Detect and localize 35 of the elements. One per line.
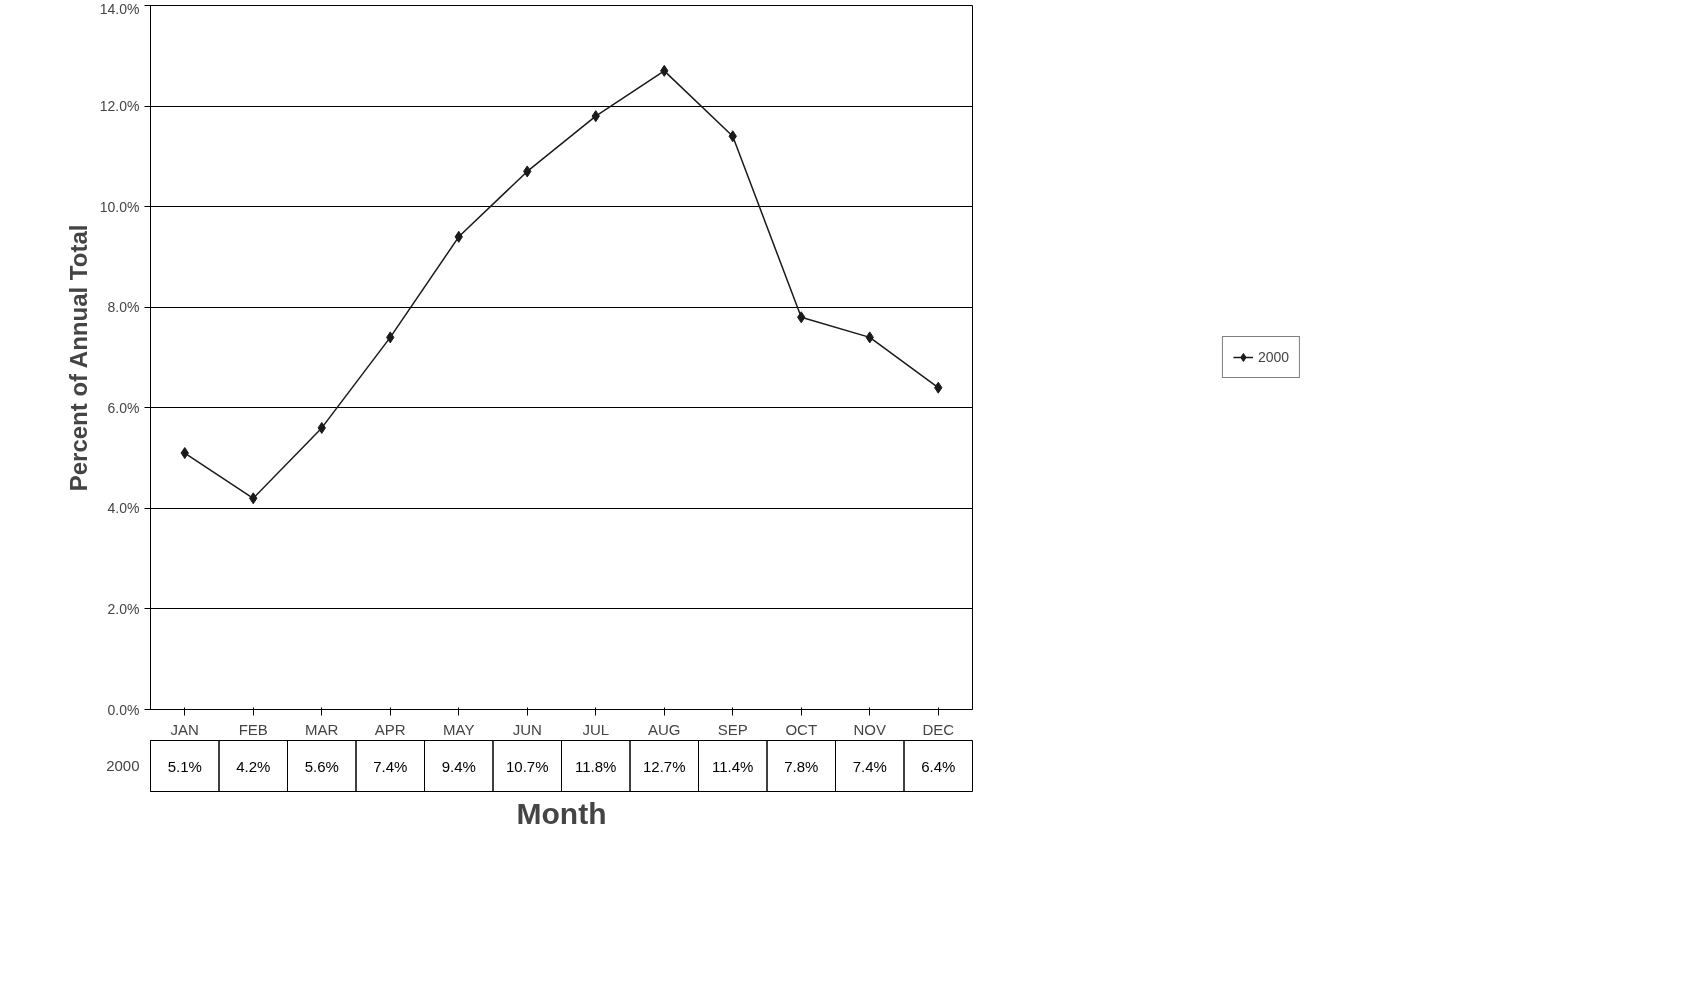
data-label: 10.7% — [505, 757, 549, 775]
data-label: 12.7% — [642, 757, 686, 775]
data-label: 9.4% — [441, 757, 476, 775]
y-tick-label: 14.0% — [99, 0, 140, 17]
data-label: 4.2% — [236, 757, 271, 775]
x-axis-title: Month — [516, 796, 607, 830]
y-tick-label: 6.0% — [107, 399, 140, 416]
y-tick-label: 8.0% — [107, 299, 140, 316]
y-tick-label: 4.0% — [107, 500, 140, 517]
data-label: 7.8% — [784, 757, 819, 775]
x-tick-label: FEB — [238, 720, 268, 738]
y-axis-title: Percent of Annual Total — [64, 224, 92, 492]
data-label: 5.6% — [304, 757, 339, 775]
y-tick-label: 0.0% — [107, 701, 140, 718]
data-label: 11.4% — [712, 757, 754, 775]
y-tick-label: 2.0% — [107, 600, 140, 617]
x-tick-label: JUL — [582, 720, 610, 738]
data-label: 7.4% — [852, 757, 887, 775]
x-tick-label: JAN — [170, 720, 199, 738]
y-tick-label: 12.0% — [99, 98, 140, 115]
x-tick-label: OCT — [785, 720, 818, 738]
text: 2000 — [106, 757, 140, 774]
x-tick-label: JUN — [512, 720, 542, 738]
data-label: 5.1% — [167, 757, 202, 775]
y-tick-label: 10.0% — [99, 198, 140, 215]
x-tick-label: MAR — [305, 720, 339, 738]
data-label: 11.8% — [575, 757, 617, 775]
legend-label: 2000 — [1257, 349, 1290, 365]
data-label: 7.4% — [373, 757, 408, 775]
x-tick-label: AUG — [648, 720, 681, 738]
x-tick-label: APR — [374, 720, 406, 738]
x-tick-label: DEC — [922, 720, 955, 738]
x-tick-label: SEP — [717, 720, 748, 738]
x-tick-label: NOV — [853, 720, 887, 738]
x-tick-label: MAY — [443, 720, 475, 738]
